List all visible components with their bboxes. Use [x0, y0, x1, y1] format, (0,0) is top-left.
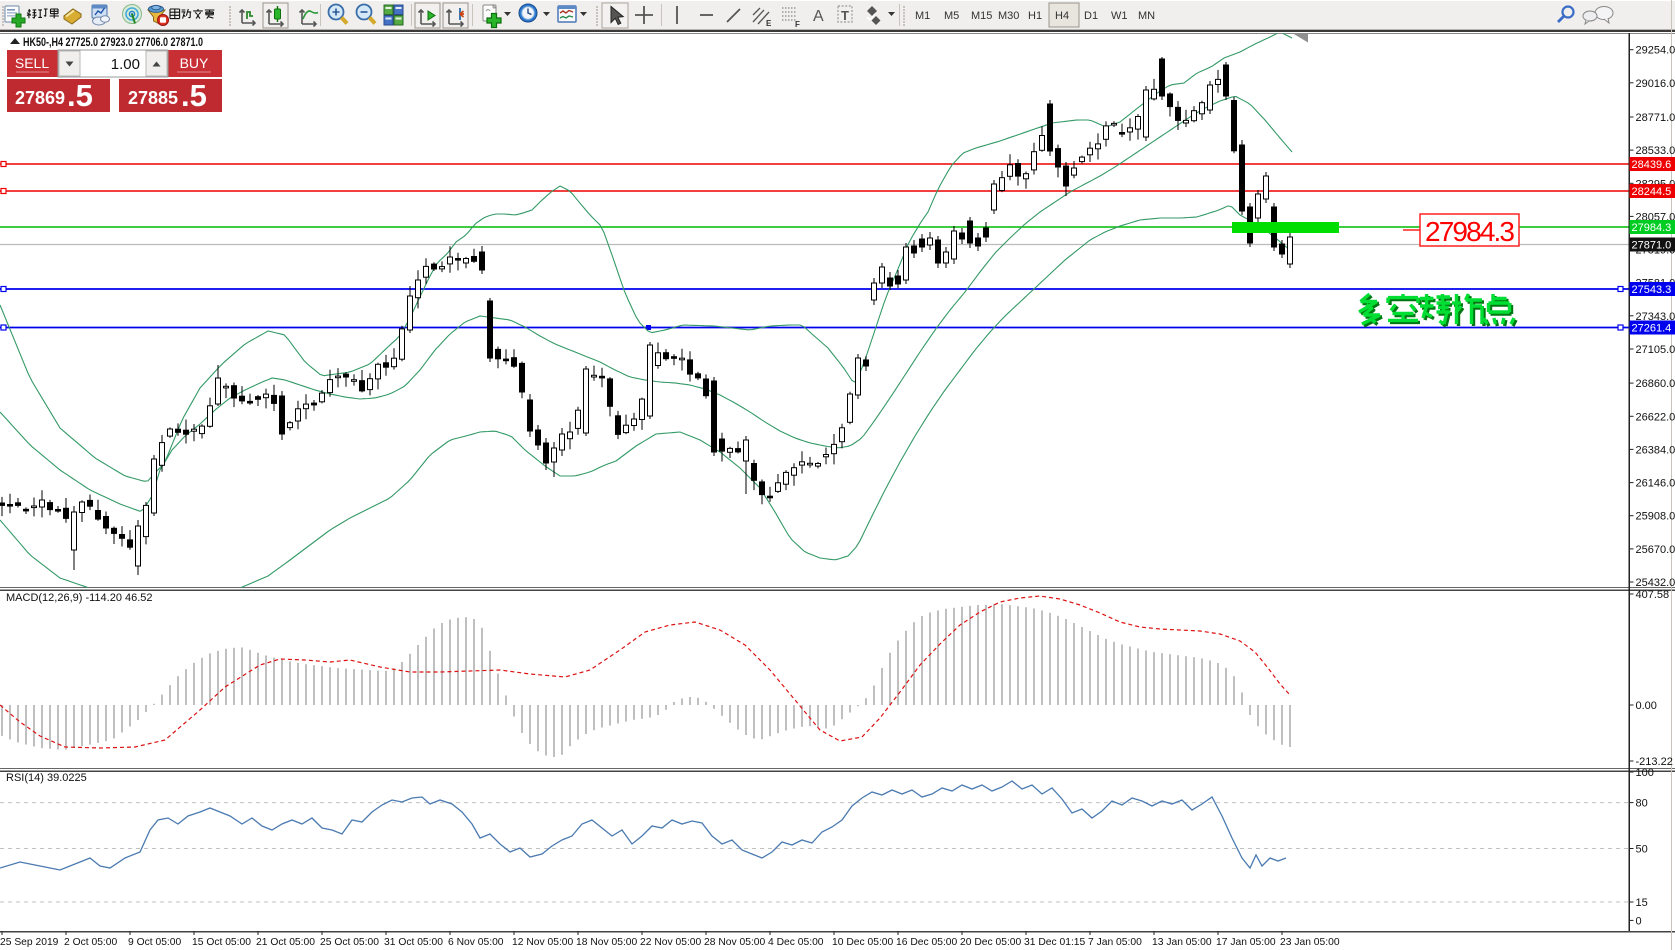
svg-text:31 Oct 05:00: 31 Oct 05:00 — [384, 937, 443, 948]
svg-text:7 Jan 05:00: 7 Jan 05:00 — [1088, 937, 1142, 948]
svg-text:28533.0: 28533.0 — [1636, 145, 1675, 157]
svg-text:28439.6: 28439.6 — [1632, 159, 1672, 171]
svg-text:15 Oct 05:00: 15 Oct 05:00 — [192, 937, 251, 948]
svg-text:21 Oct 05:00: 21 Oct 05:00 — [256, 937, 315, 948]
svg-text:27869: 27869 — [15, 88, 65, 108]
svg-text:A: A — [813, 8, 824, 25]
svg-text:HK50-,H4 27725.0 27923.0 2770: HK50-,H4 27725.0 27923.0 27706.0 27871.0 — [23, 37, 203, 49]
svg-text:BUY: BUY — [180, 55, 209, 71]
svg-text:18 Nov 05:00: 18 Nov 05:00 — [576, 937, 638, 948]
svg-text:SELL: SELL — [15, 55, 49, 71]
svg-text:407.58: 407.58 — [1636, 589, 1670, 601]
svg-text:26146.0: 26146.0 — [1636, 478, 1675, 490]
svg-text:1.00: 1.00 — [111, 56, 140, 73]
svg-text:25 Oct 05:00: 25 Oct 05:00 — [320, 937, 379, 948]
svg-text:.5: .5 — [67, 78, 93, 113]
svg-text:25 Sep 2019: 25 Sep 2019 — [0, 937, 59, 948]
svg-text:27984.3: 27984.3 — [1425, 216, 1515, 247]
svg-text:29254.0: 29254.0 — [1636, 45, 1675, 57]
svg-text:25670.0: 25670.0 — [1636, 544, 1675, 556]
svg-text:17 Jan 05:00: 17 Jan 05:00 — [1216, 937, 1276, 948]
svg-text:M15: M15 — [971, 10, 992, 22]
svg-text:28244.5: 28244.5 — [1632, 186, 1672, 198]
svg-text:31 Dec 01:15: 31 Dec 01:15 — [1024, 937, 1086, 948]
svg-text:27885: 27885 — [128, 88, 178, 108]
svg-text:27871.0: 27871.0 — [1632, 240, 1672, 252]
svg-text:H4: H4 — [1055, 10, 1069, 22]
svg-text:13 Jan 05:00: 13 Jan 05:00 — [1152, 937, 1212, 948]
svg-text:4 Dec 05:00: 4 Dec 05:00 — [768, 937, 824, 948]
svg-text:M5: M5 — [944, 10, 959, 22]
svg-text:.5: .5 — [181, 78, 207, 113]
svg-text:0.00: 0.00 — [1636, 700, 1657, 712]
svg-text:MACD(12,26,9) -114.20 46.52: MACD(12,26,9) -114.20 46.52 — [6, 592, 153, 604]
svg-text:10 Dec 05:00: 10 Dec 05:00 — [832, 937, 894, 948]
svg-text:25432.0: 25432.0 — [1636, 577, 1675, 589]
svg-text:27105.0: 27105.0 — [1636, 344, 1675, 356]
svg-text:27984.3: 27984.3 — [1632, 222, 1672, 234]
svg-text:26384.0: 26384.0 — [1636, 444, 1675, 456]
svg-text:D1: D1 — [1084, 10, 1098, 22]
svg-text:M1: M1 — [915, 10, 930, 22]
svg-text:6 Nov 05:00: 6 Nov 05:00 — [448, 937, 504, 948]
svg-text:26622.0: 26622.0 — [1636, 411, 1675, 423]
svg-text:20 Dec 05:00: 20 Dec 05:00 — [960, 937, 1022, 948]
svg-text:27343.0: 27343.0 — [1636, 311, 1675, 323]
svg-text:23 Jan 05:00: 23 Jan 05:00 — [1280, 937, 1340, 948]
svg-text:28 Nov 05:00: 28 Nov 05:00 — [704, 937, 766, 948]
svg-text:-213.22: -213.22 — [1636, 756, 1673, 768]
svg-text:W1: W1 — [1111, 10, 1128, 22]
svg-text:22 Nov 05:00: 22 Nov 05:00 — [640, 937, 702, 948]
svg-text:28771.0: 28771.0 — [1636, 112, 1675, 124]
svg-text:26860.0: 26860.0 — [1636, 378, 1675, 390]
svg-text:T: T — [841, 8, 849, 23]
svg-text:MN: MN — [1138, 10, 1155, 22]
svg-text:H1: H1 — [1028, 10, 1042, 22]
svg-text:2 Oct 05:00: 2 Oct 05:00 — [64, 937, 118, 948]
svg-text:25908.0: 25908.0 — [1636, 511, 1675, 523]
svg-text:27543.3: 27543.3 — [1632, 284, 1672, 296]
svg-text:F: F — [795, 20, 800, 29]
svg-text:E: E — [766, 19, 772, 28]
svg-text:0: 0 — [1636, 915, 1642, 927]
svg-text:100: 100 — [1636, 767, 1654, 779]
svg-text:12 Nov 05:00: 12 Nov 05:00 — [512, 937, 574, 948]
svg-text:80: 80 — [1636, 798, 1648, 810]
svg-text:27261.4: 27261.4 — [1632, 323, 1672, 335]
svg-text:M30: M30 — [998, 10, 1019, 22]
svg-text:29016.0: 29016.0 — [1636, 78, 1675, 90]
svg-text:16 Dec 05:00: 16 Dec 05:00 — [896, 937, 958, 948]
svg-text:50: 50 — [1636, 844, 1648, 856]
svg-text:9 Oct 05:00: 9 Oct 05:00 — [128, 937, 182, 948]
svg-text:15: 15 — [1636, 897, 1648, 909]
svg-text:RSI(14) 39.0225: RSI(14) 39.0225 — [6, 772, 87, 784]
